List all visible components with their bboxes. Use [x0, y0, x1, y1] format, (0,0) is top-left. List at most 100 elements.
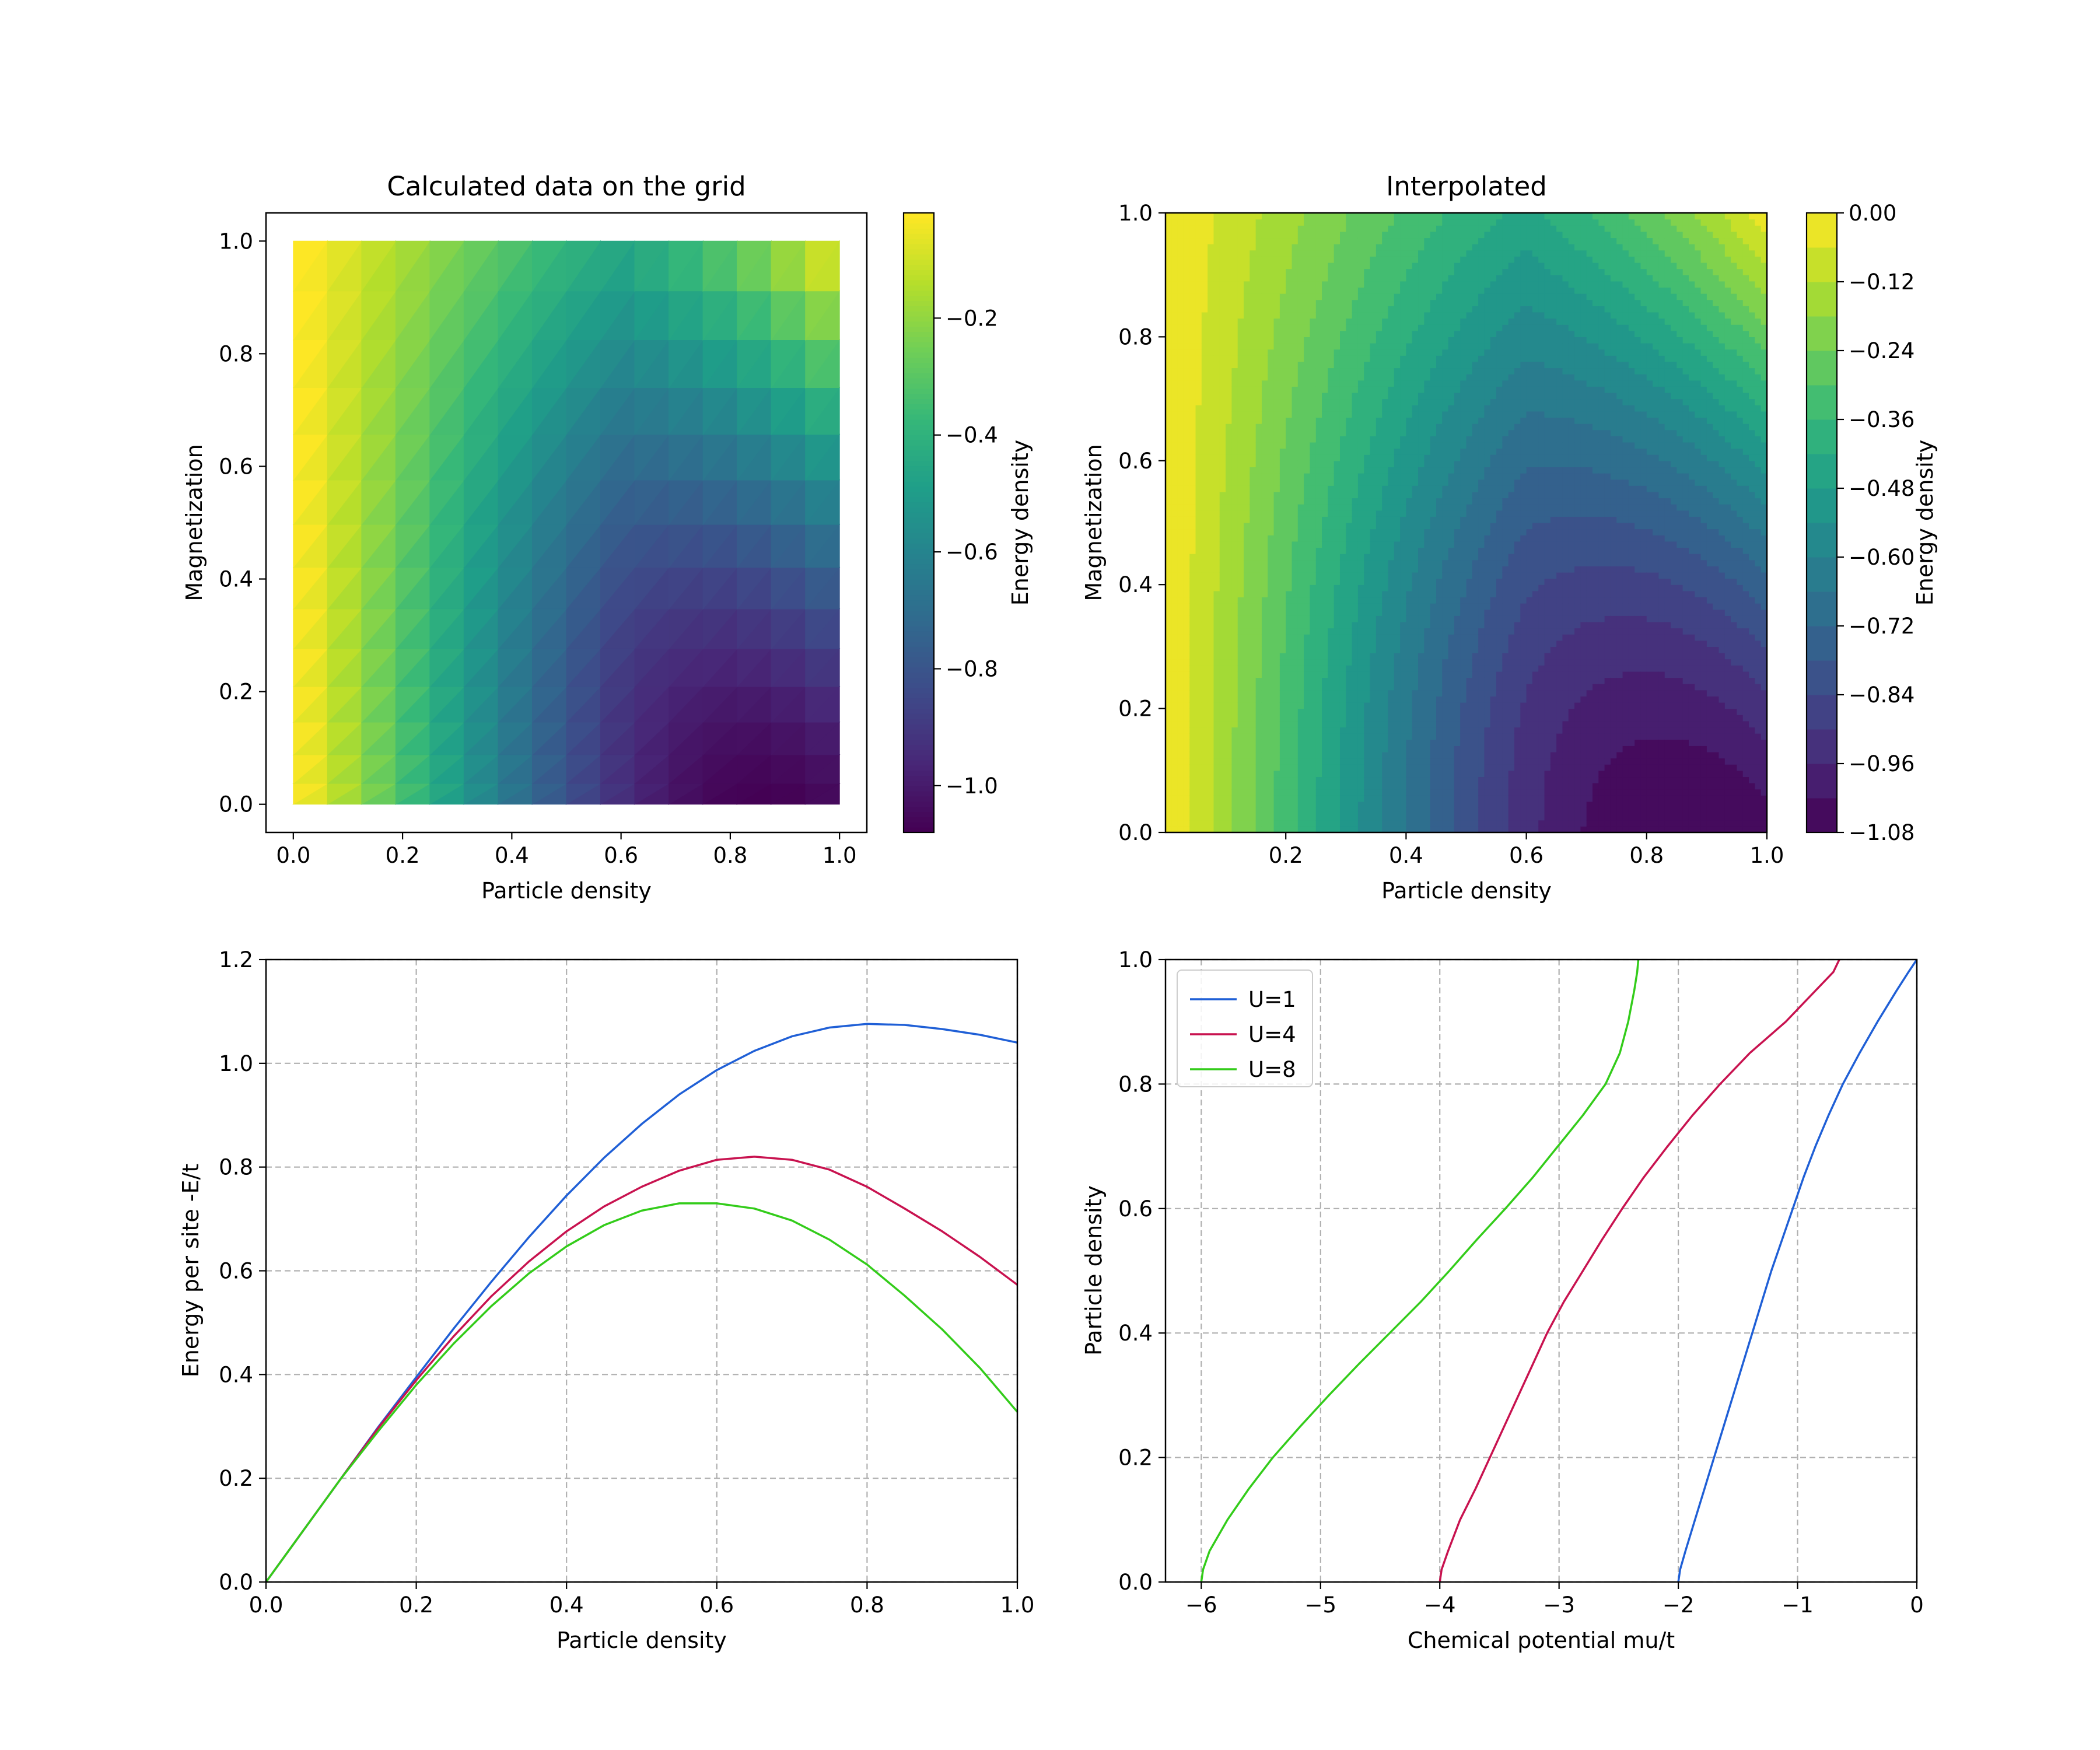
interp-cell [1400, 485, 1406, 492]
interp-cell [1346, 789, 1353, 796]
interp-cell [1226, 436, 1233, 443]
interp-cell [1370, 584, 1377, 592]
interp-cell [1297, 504, 1304, 511]
interp-cell [1219, 516, 1226, 523]
interp-cell [1261, 671, 1268, 678]
interp-cell [1226, 361, 1233, 369]
interp-cell [1195, 275, 1202, 282]
interp-cell [1208, 343, 1214, 350]
interp-cell [1201, 374, 1208, 381]
interp-cell [1183, 510, 1190, 517]
interp-cell [1226, 424, 1233, 430]
interp-cell [1279, 318, 1286, 325]
interp-cell [1177, 783, 1184, 790]
interp-cell [1183, 559, 1190, 566]
interp-cell [1339, 659, 1346, 666]
interp-cell [1231, 795, 1238, 802]
interp-cell [1334, 244, 1340, 251]
interp-cell [1304, 491, 1311, 499]
interp-cell [1255, 684, 1262, 691]
interp-cell [1195, 467, 1202, 474]
interp-cell [1376, 392, 1382, 400]
interp-cell [1201, 572, 1208, 579]
interp-cell [1370, 268, 1377, 275]
interp-cell [1183, 727, 1190, 734]
interp-cell [1237, 603, 1244, 610]
interp-cell [1219, 554, 1226, 561]
interp-cell [1346, 541, 1353, 548]
interp-cell [1352, 281, 1359, 288]
interp-cell [1201, 504, 1208, 511]
interp-cell [1315, 262, 1322, 270]
interp-cell [1394, 665, 1401, 672]
interp-cell [1406, 727, 1413, 734]
interp-cell [1208, 770, 1214, 778]
interp-cell [1292, 374, 1298, 381]
interp-cell [1219, 262, 1226, 270]
interp-cell [1315, 528, 1322, 536]
interp-cell [1346, 609, 1353, 616]
interp-cell [1244, 287, 1250, 294]
interp-cell [1357, 554, 1364, 561]
interp-cell [1400, 479, 1406, 486]
interp-cell [1286, 510, 1293, 517]
interp-cell [1189, 751, 1196, 759]
interp-cell [1418, 715, 1424, 722]
interp-cell [1328, 751, 1335, 759]
grid-colorbar-segment [904, 512, 934, 518]
interp-cell [1412, 510, 1419, 517]
interp-cell [1171, 287, 1178, 294]
interp-cell [1370, 237, 1377, 244]
interp-cell [1231, 554, 1238, 561]
interp-cell [1352, 690, 1359, 696]
interp-cell [1171, 665, 1178, 672]
interp-cell [1297, 349, 1304, 356]
interp-cell [1310, 739, 1317, 746]
interp-cell [1357, 510, 1364, 517]
interp-cell [1394, 702, 1401, 709]
interp-cell [1226, 764, 1233, 771]
interp-cell [1400, 696, 1406, 703]
interp-cell [1166, 720, 1172, 728]
interp-cell [1304, 516, 1311, 523]
interp-cell [1189, 510, 1196, 517]
interp-cell [1183, 739, 1190, 746]
interp-cell [1237, 523, 1244, 530]
interp-cell [1357, 498, 1364, 505]
interp-cell [1261, 473, 1268, 480]
interp-cell [1189, 566, 1196, 573]
interp-cell [1244, 578, 1250, 585]
interp-cell [1400, 268, 1406, 275]
interp-cell [1279, 361, 1286, 369]
interp-cell [1201, 411, 1208, 418]
interp-cell [1418, 541, 1424, 548]
interp-cell [1297, 281, 1304, 288]
interp-cell [1273, 231, 1280, 239]
interp-cell [1183, 746, 1190, 752]
interp-cell [1370, 541, 1377, 548]
interp-cell [1394, 498, 1401, 505]
interp-cell [1177, 510, 1184, 517]
interp-cell [1370, 436, 1377, 443]
interp-cell [1328, 541, 1335, 548]
interp-cell [1286, 665, 1293, 672]
interp-cell [1255, 312, 1262, 319]
interp-cell [1357, 690, 1364, 696]
interp-cell [1189, 312, 1196, 319]
interp-cell [1237, 684, 1244, 691]
interp-cell [1394, 442, 1401, 449]
interp-cell [1286, 758, 1293, 765]
interp-cell [1297, 355, 1304, 362]
interp-cell [1166, 485, 1172, 492]
interp-cell [1286, 603, 1293, 610]
interp-cell [1189, 572, 1196, 579]
interp-cell [1346, 448, 1353, 455]
interp-cell [1231, 733, 1238, 740]
interp-cell [1406, 349, 1413, 356]
interp-cell [1315, 523, 1322, 530]
interp-cell [1201, 566, 1208, 573]
interp-cell [1388, 343, 1395, 350]
interp-cell [1237, 454, 1244, 461]
interp-cell [1322, 541, 1328, 548]
interp-cell [1261, 541, 1268, 548]
